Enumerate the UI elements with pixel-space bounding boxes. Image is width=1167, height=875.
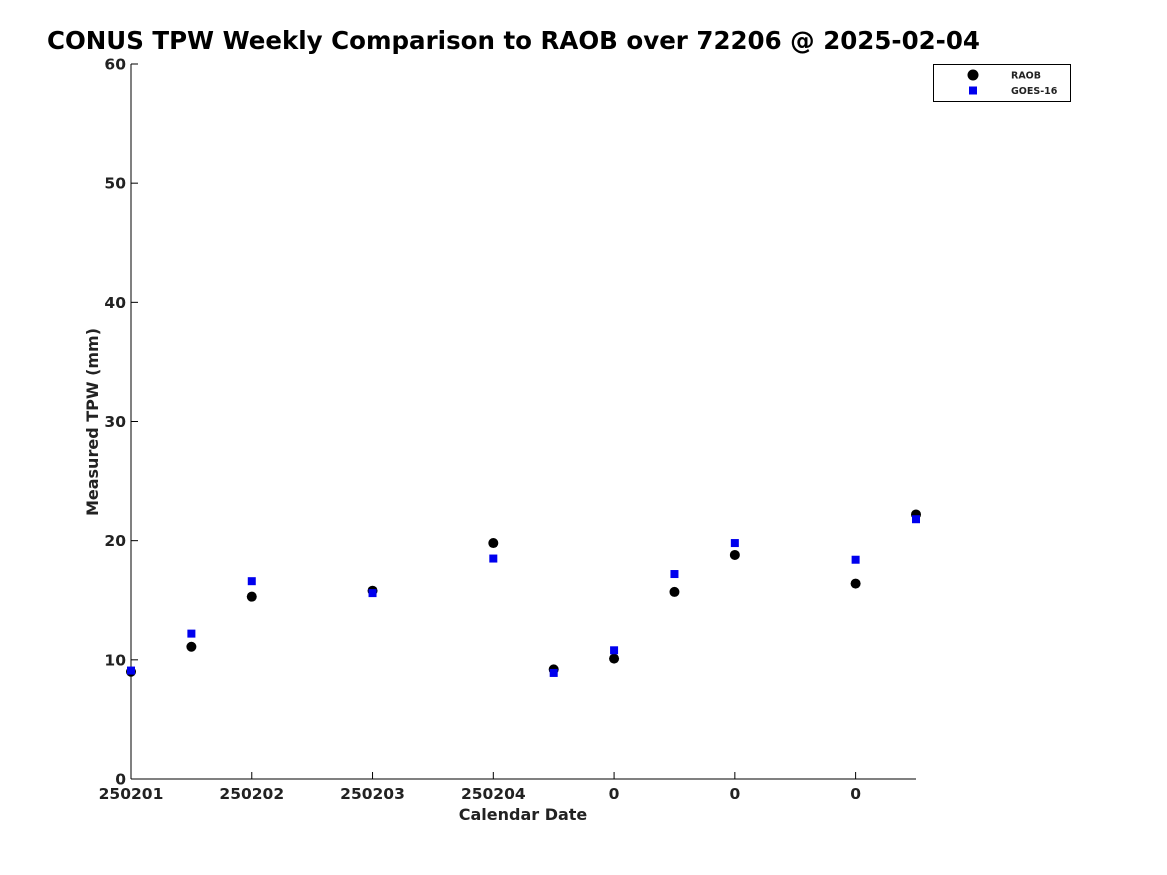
x-tick-label: 250201 — [99, 785, 164, 803]
goes-16-point — [247, 577, 256, 586]
raob-point — [246, 591, 257, 602]
raob-point — [669, 586, 680, 597]
y-axis-label: Measured TPW (mm) — [83, 328, 102, 516]
goes-16-point — [670, 570, 679, 579]
goes-16-point — [851, 555, 860, 564]
goes-16-point — [610, 646, 619, 655]
y-tick-label: 50 — [104, 175, 126, 193]
data-points — [126, 509, 921, 677]
chart-title: CONUS TPW Weekly Comparison to RAOB over… — [47, 26, 980, 55]
y-tick-label: 40 — [104, 294, 126, 312]
x-axis-label: Calendar Date — [459, 805, 588, 824]
goes-16-point — [368, 589, 377, 598]
x-tick-label: 250203 — [340, 785, 405, 803]
x-tick-label: 250204 — [461, 785, 526, 803]
raob-point — [729, 549, 740, 560]
goes-16-point — [127, 666, 135, 675]
x-tick-label: 0 — [850, 785, 861, 803]
goes-16-point — [187, 629, 196, 638]
goes-16-point — [912, 515, 920, 524]
raob-point — [609, 653, 620, 664]
legend-goes-marker — [969, 86, 977, 95]
x-tick-label: 0 — [609, 785, 620, 803]
legend-raob-marker — [967, 69, 979, 81]
y-tick-label: 20 — [104, 532, 126, 550]
x-tick-label: 0 — [729, 785, 740, 803]
axes — [130, 64, 916, 780]
legend: RAOB GOES-16 — [933, 64, 1071, 102]
y-tick-label: 60 — [104, 56, 126, 74]
y-tick-label: 10 — [104, 651, 126, 669]
goes-16-point — [549, 668, 558, 677]
y-tick-label: 30 — [104, 413, 126, 431]
y-ticks: 0 10 20 30 40 50 60 — [104, 56, 138, 789]
legend-box — [933, 64, 1071, 102]
goes-16-point — [730, 539, 739, 548]
goes-16-point — [489, 554, 498, 563]
raob-point — [850, 578, 861, 589]
x-ticks: 250201 250202 250203 250204 0 0 0 — [99, 772, 861, 803]
x-tick-label: 250202 — [219, 785, 284, 803]
raob-point — [186, 641, 197, 652]
legend-goes-label: GOES-16 — [1011, 86, 1058, 97]
legend-raob-label: RAOB — [1011, 71, 1041, 82]
y-tick-label: 0 — [115, 771, 126, 789]
raob-point — [488, 538, 499, 549]
